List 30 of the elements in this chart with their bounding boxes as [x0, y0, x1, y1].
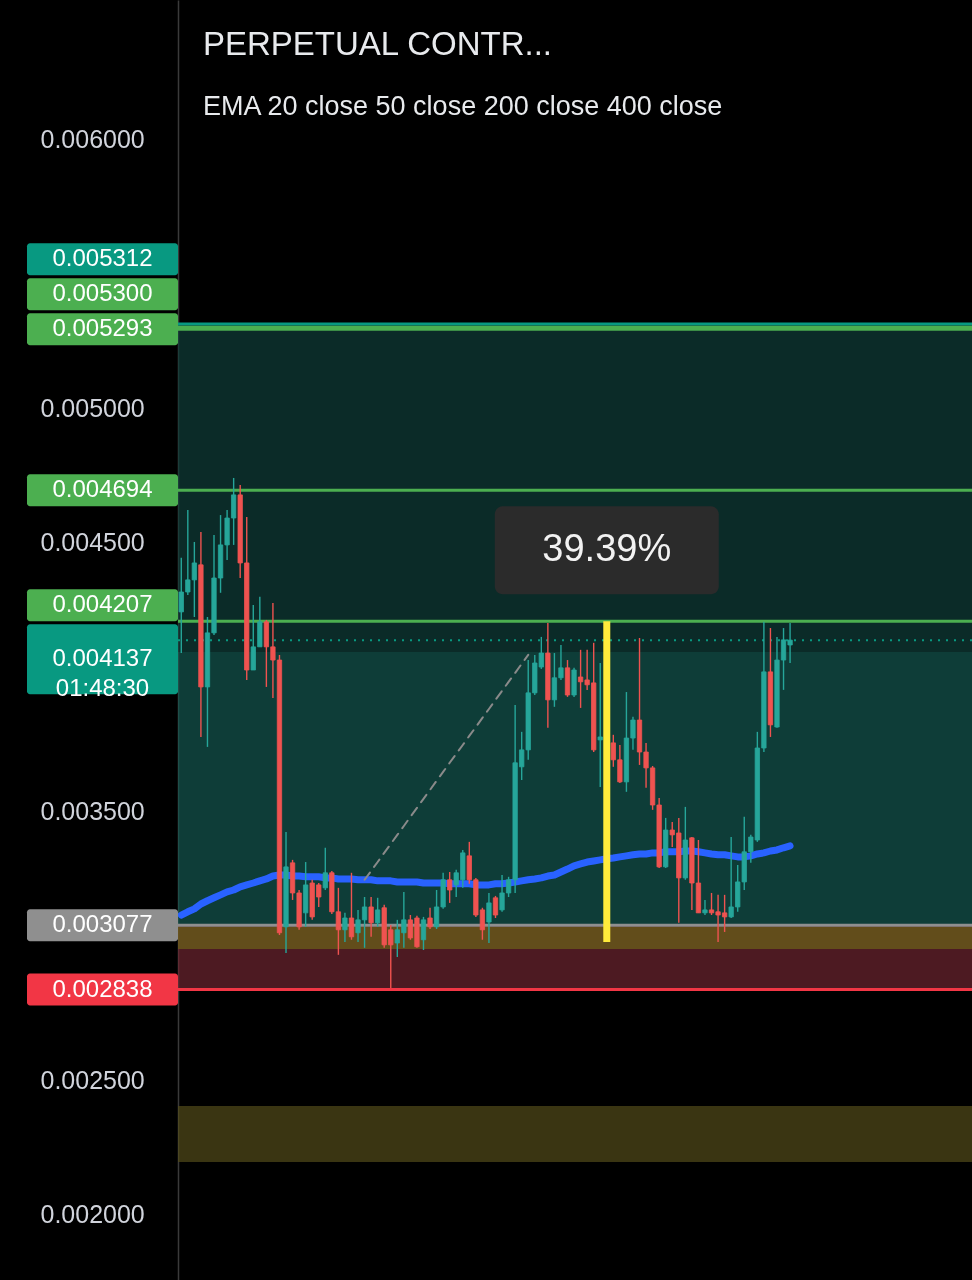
- text: PERPETUAL CONTR...: [203, 25, 552, 62]
- ref-line-label: 0.004137 01:48:30: [52, 644, 153, 702]
- line-series: [363, 653, 530, 881]
- candlestick: [427, 907, 433, 930]
- ref-line-label: 0.005293: [52, 314, 153, 342]
- candlestick: [486, 892, 492, 944]
- annotation: 39.39%: [542, 527, 672, 570]
- y-tick-label: 0.005000: [40, 393, 145, 422]
- y-tick-label: 0.004500: [40, 528, 145, 556]
- ref-line-label: 0.004694: [52, 475, 153, 503]
- candlestick: [348, 872, 355, 941]
- candlestick: [702, 899, 708, 916]
- ref-line-label: 0.005300: [52, 279, 153, 307]
- candlestick: [342, 912, 348, 943]
- y-tick-label: 0.002000: [40, 1200, 145, 1229]
- ref-line-label: 0.002838: [52, 974, 153, 1002]
- ref-line-label: 0.004207: [52, 590, 153, 618]
- candlestick: [492, 895, 499, 919]
- text: EMA 20 close 50 close 200 close 400 close: [203, 91, 723, 121]
- ref-line-label: 0.005312: [52, 244, 153, 272]
- y-tick-label: 0.003500: [40, 796, 145, 825]
- candlestick: [447, 871, 453, 904]
- y-tick-label: 0.006000: [40, 124, 145, 153]
- candlestick: [368, 896, 374, 938]
- candlestick: [420, 916, 427, 951]
- ref-line-label: 0.003077: [52, 910, 153, 938]
- candlestick: [375, 897, 381, 928]
- y-tick-label: 0.002500: [40, 1065, 145, 1094]
- candlestick: [597, 662, 603, 788]
- candlestick: [322, 847, 328, 891]
